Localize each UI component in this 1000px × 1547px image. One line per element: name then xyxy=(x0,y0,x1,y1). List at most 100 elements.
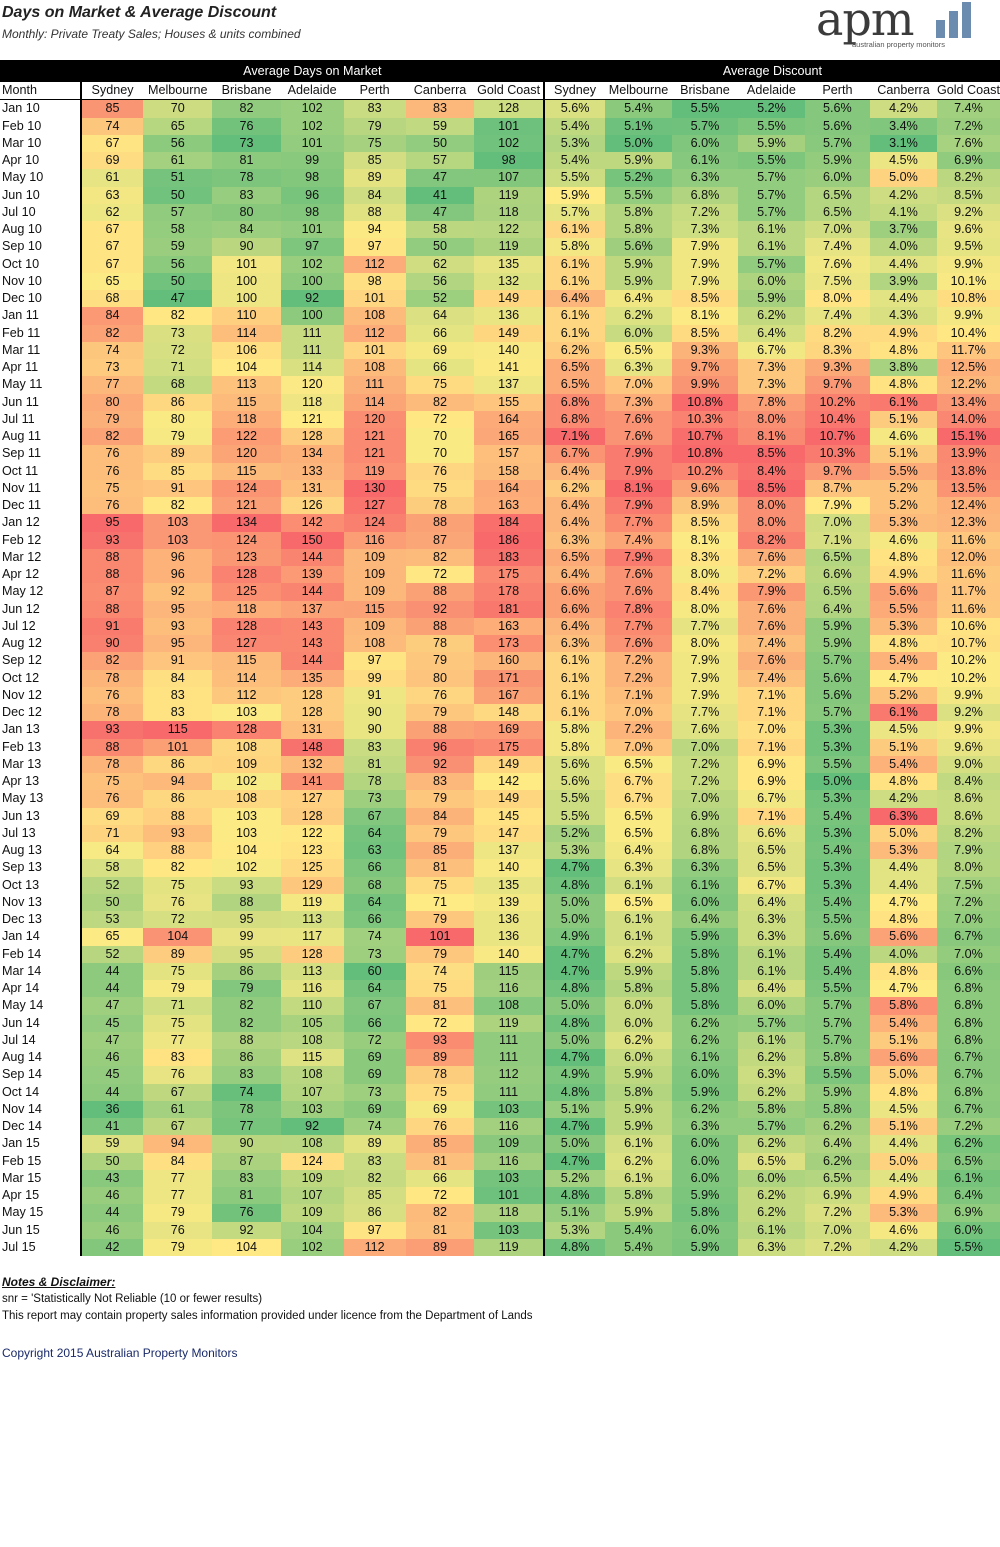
days-cell: 81 xyxy=(343,755,406,773)
discount-cell: 8.0% xyxy=(738,497,805,515)
days-cell: 68 xyxy=(343,876,406,894)
discount-cell: 6.1% xyxy=(542,324,606,342)
discount-cell: 14.0% xyxy=(936,410,1000,428)
days-cell: 164 xyxy=(474,410,544,428)
days-cell: 129 xyxy=(280,876,344,894)
days-cell: 92 xyxy=(405,600,475,618)
logo-bars-icon xyxy=(936,2,976,38)
discount-cell: 7.6% xyxy=(605,410,672,428)
days-cell: 131 xyxy=(280,479,344,497)
discount-cell: 10.3% xyxy=(804,445,871,463)
days-cell: 78 xyxy=(405,635,475,653)
days-cell: 50 xyxy=(80,1152,144,1170)
days-cell: 58 xyxy=(143,221,213,239)
discount-cell: 8.0% xyxy=(804,290,871,308)
days-cell: 98 xyxy=(280,203,344,221)
discount-cell: 5.3% xyxy=(870,842,937,860)
discount-cell: 8.0% xyxy=(671,566,739,584)
discount-cell: 4.1% xyxy=(870,203,937,221)
discount-cell: 5.6% xyxy=(870,583,937,601)
days-cell: 118 xyxy=(212,600,281,618)
days-cell: 150 xyxy=(280,531,344,549)
month-cell: Mar 11 xyxy=(0,341,82,359)
discount-cell: 6.0% xyxy=(738,997,805,1015)
days-cell: 78 xyxy=(80,704,144,722)
discount-cell: 7.1% xyxy=(738,738,805,756)
discount-cell: 5.4% xyxy=(542,117,606,135)
discount-cell: 6.8% xyxy=(542,393,606,411)
days-cell: 73 xyxy=(143,324,213,342)
discount-cell: 7.1% xyxy=(605,686,672,704)
days-cell: 108 xyxy=(343,359,406,377)
month-cell: Jan 13 xyxy=(0,721,82,739)
days-cell: 78 xyxy=(212,1100,281,1118)
discount-cell: 8.1% xyxy=(671,531,739,549)
discount-cell: 6.3% xyxy=(738,1238,805,1256)
discount-cell: 6.1% xyxy=(542,307,606,325)
discount-cell: 6.2% xyxy=(936,1135,1000,1153)
discount-cell: 5.4% xyxy=(870,1014,937,1032)
days-cell: 141 xyxy=(474,359,544,377)
discount-cell: 5.8% xyxy=(605,1187,672,1205)
days-cell: 130 xyxy=(343,479,406,497)
days-cell: 108 xyxy=(212,790,281,808)
discount-cell: 7.6% xyxy=(738,617,805,635)
days-cell: 68 xyxy=(80,290,144,308)
days-cell: 136 xyxy=(474,307,544,325)
discount-cell: 10.3% xyxy=(671,410,739,428)
discount-cell: 5.9% xyxy=(738,290,805,308)
days-cell: 86 xyxy=(212,962,281,980)
days-cell: 128 xyxy=(212,617,281,635)
discount-cell: 5.3% xyxy=(804,721,871,739)
discount-cell: 5.8% xyxy=(671,1204,739,1222)
days-cell: 107 xyxy=(474,169,544,187)
days-cell: 74 xyxy=(405,962,475,980)
days-cell: 73 xyxy=(212,134,281,152)
days-cell: 76 xyxy=(212,117,281,135)
days-cell: 82 xyxy=(212,997,281,1015)
discount-cell: 5.7% xyxy=(804,652,871,670)
days-cell: 75 xyxy=(143,1014,213,1032)
discount-cell: 6.7% xyxy=(738,790,805,808)
discount-cell: 5.2% xyxy=(605,169,672,187)
discount-cell: 7.0% xyxy=(936,911,1000,929)
table-row: Aug 13 64 88 104 123 63 85 137 5.3% 6.4% 6.8% 6.5% 5… xyxy=(0,842,1000,860)
days-cell: 104 xyxy=(212,359,281,377)
discount-cell: 8.5% xyxy=(671,514,739,532)
discount-cell: 6.6% xyxy=(738,824,805,842)
discount-cell: 7.9% xyxy=(671,238,739,256)
month-cell: Oct 14 xyxy=(0,1083,82,1101)
discount-cell: 7.9% xyxy=(671,272,739,290)
days-cell: 98 xyxy=(474,152,544,170)
days-cell: 85 xyxy=(343,152,406,170)
discount-cell: 6.3% xyxy=(605,359,672,377)
days-cell: 72 xyxy=(405,566,475,584)
discount-cell: 4.5% xyxy=(870,1100,937,1118)
days-cell: 126 xyxy=(280,497,344,515)
days-cell: 64 xyxy=(343,980,406,998)
days-cell: 88 xyxy=(212,1031,281,1049)
discount-cell: 6.3% xyxy=(605,859,672,877)
days-cell: 61 xyxy=(143,1100,213,1118)
days-cell: 103 xyxy=(143,514,213,532)
month-cell: Apr 15 xyxy=(0,1187,82,1205)
days-cell: 82 xyxy=(80,428,144,446)
discount-cell: 5.5% xyxy=(671,99,739,118)
discount-cell: 5.3% xyxy=(804,824,871,842)
month-cell: Aug 12 xyxy=(0,635,82,653)
discount-cell: 8.9% xyxy=(671,497,739,515)
discount-cell: 4.9% xyxy=(870,1187,937,1205)
discount-cell: 8.3% xyxy=(804,341,871,359)
discount-cell: 7.2% xyxy=(671,773,739,791)
discount-cell: 11.7% xyxy=(936,341,1000,359)
table-row: Aug 10 67 58 84 101 94 58 122 6.1% 5.8% 7.3% 6.1% 7.… xyxy=(0,221,1000,239)
days-cell: 76 xyxy=(405,1118,475,1136)
discount-cell: 6.2% xyxy=(542,341,606,359)
discount-cell: 7.3% xyxy=(738,359,805,377)
discount-cell: 7.4% xyxy=(605,531,672,549)
discount-cell: 6.4% xyxy=(804,1135,871,1153)
table-row: Mar 14 44 75 86 113 60 74 115 4.7% 5.9% 5.8% 6.1% 5.… xyxy=(0,962,1000,980)
days-cell: 74 xyxy=(212,1083,281,1101)
days-cell: 36 xyxy=(80,1100,144,1118)
discount-cell: 7.0% xyxy=(804,514,871,532)
